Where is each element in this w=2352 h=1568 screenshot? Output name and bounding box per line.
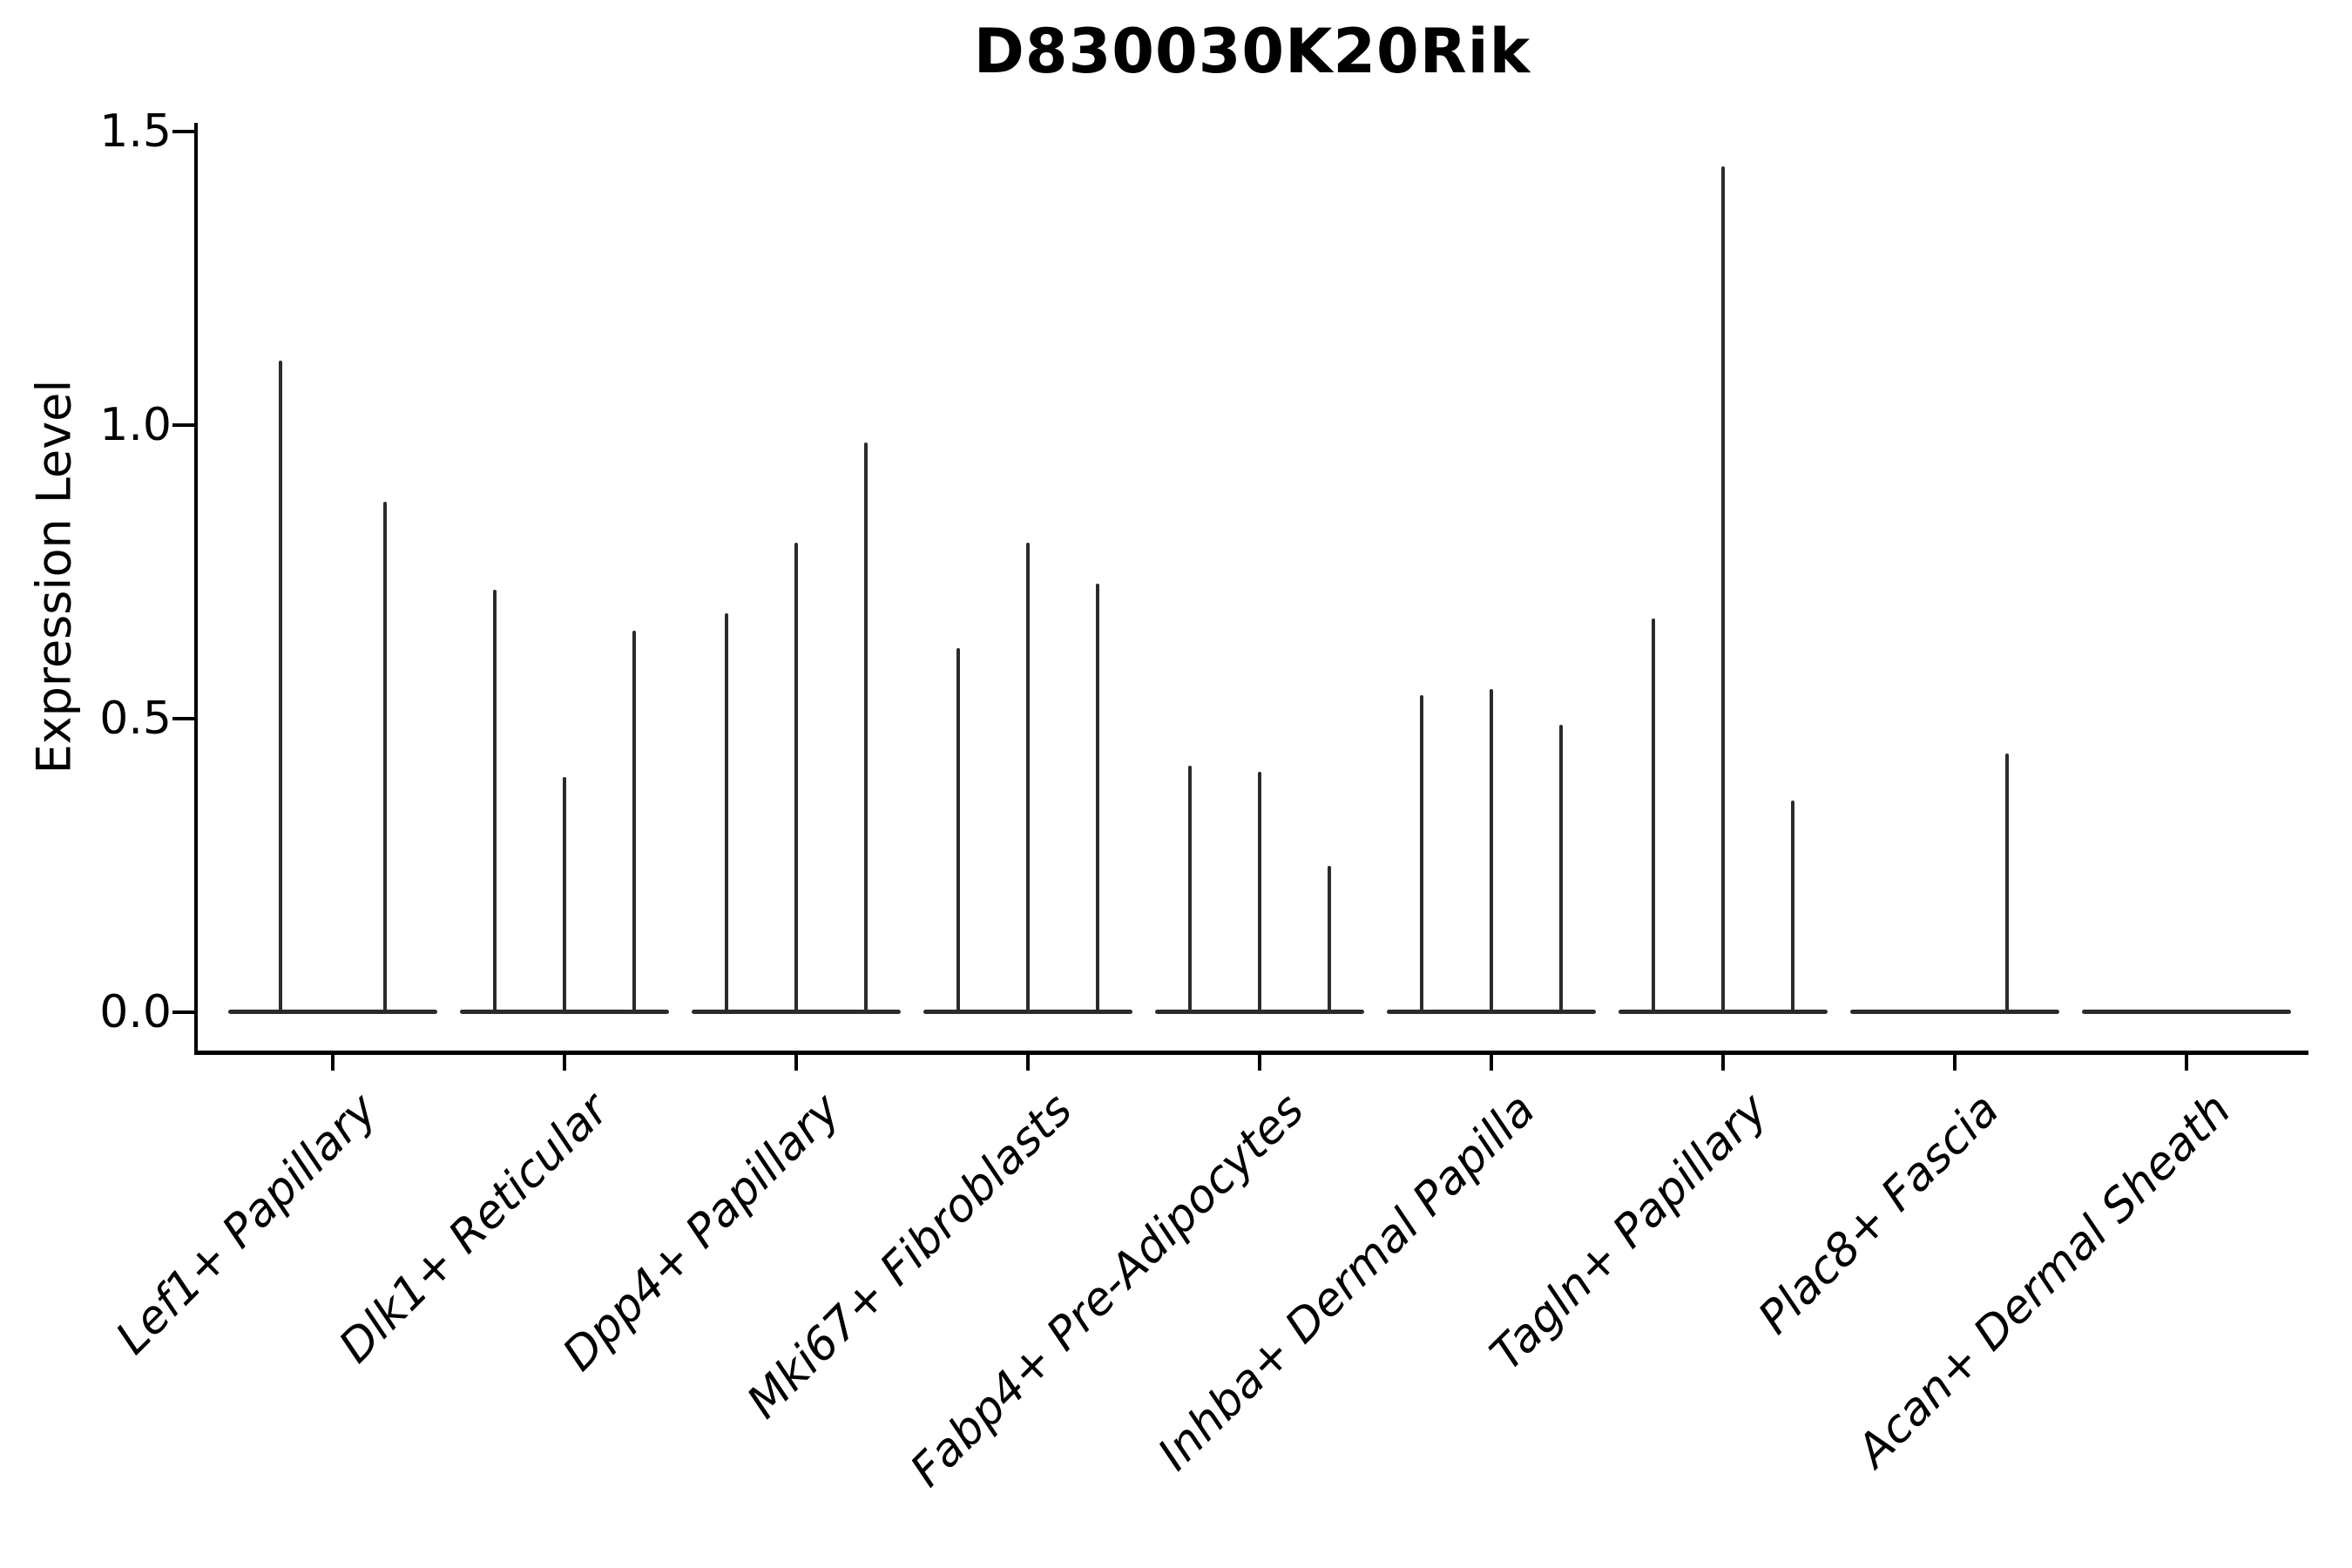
y-tick-mark [172, 717, 195, 720]
violin-spike [864, 443, 868, 1014]
x-tick-mark [1490, 1055, 1493, 1071]
violin-spike [1791, 801, 1794, 1014]
violin-spike [1490, 689, 1493, 1014]
y-tick-mark [172, 423, 195, 427]
y-tick-mark [172, 130, 195, 133]
y-tick-label: 0.5 [99, 693, 172, 745]
chart-title: D830030K20Rik [973, 16, 1531, 87]
violin-baseline [228, 1010, 437, 1014]
x-tick-mark [1953, 1055, 1957, 1071]
y-tick-label: 1.0 [99, 399, 172, 451]
violin-spike [632, 631, 636, 1014]
y-tick-label: 1.5 [99, 105, 172, 158]
x-tick-mark [331, 1055, 335, 1071]
violin-spike [2005, 754, 2009, 1014]
violin-spike [1188, 766, 1192, 1014]
x-tick-mark [794, 1055, 798, 1071]
violin-spike [725, 613, 728, 1014]
x-tick-mark [1721, 1055, 1725, 1071]
x-tick-label: Inhba+ Dermal Papilla [1148, 1084, 1546, 1481]
x-tick-mark [1258, 1055, 1261, 1071]
x-tick-mark [2185, 1055, 2188, 1071]
violin-spike [493, 590, 497, 1014]
violin-spike [1258, 772, 1261, 1014]
x-tick-label: Fabp4+ Pre-Adipocytes [900, 1084, 1315, 1497]
violin-spike [1328, 866, 1331, 1014]
violin-spike [956, 648, 960, 1014]
x-tick-label: Acan+ Dermal Sheath [1847, 1084, 2241, 1477]
x-tick-mark [563, 1055, 566, 1071]
violin-spike [563, 777, 566, 1014]
x-tick-label: Plac8+ Fascia [1748, 1084, 2010, 1345]
violin-spike [279, 361, 282, 1014]
violin-spike [383, 502, 387, 1014]
violin-spike [1652, 618, 1655, 1014]
violin-baseline [1850, 1010, 2059, 1014]
x-axis-spine [194, 1051, 2308, 1055]
violin-spike [1096, 584, 1099, 1014]
x-tick-mark [1026, 1055, 1030, 1071]
y-tick-label: 0.0 [99, 986, 172, 1038]
y-axis-spine [194, 123, 198, 1055]
violin-spike [1420, 695, 1423, 1014]
y-tick-mark [172, 1010, 195, 1014]
violin-baseline [2082, 1010, 2291, 1014]
violin-spike [1721, 166, 1725, 1014]
violin-spike [794, 543, 798, 1014]
violin-spike [1026, 543, 1030, 1014]
violin-spike [1559, 725, 1563, 1014]
